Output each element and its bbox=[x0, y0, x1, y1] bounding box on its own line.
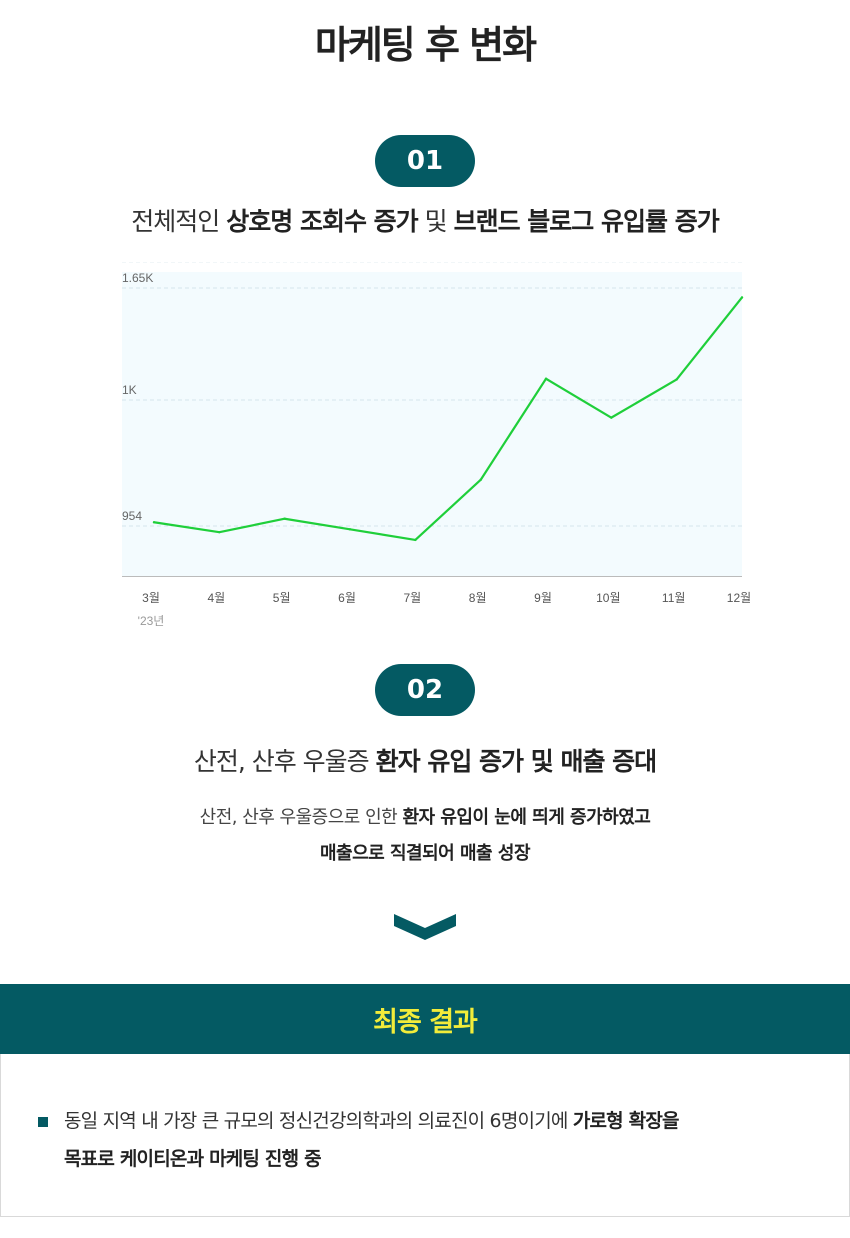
result-box bbox=[0, 1054, 850, 1217]
result-title: 최종 결과 bbox=[373, 1006, 478, 1038]
result-line-1: 동일 지역 내 가장 큰 규모의 정신건강의학과의 의료진이 6명이기에 가로형… bbox=[64, 1106, 680, 1133]
description-emphasis: 환자 유입이 눈에 띄게 증가하였고 bbox=[402, 807, 651, 828]
result-line-2: 목표로 케이티온과 마케팅 진행 중 bbox=[64, 1144, 322, 1171]
series-line bbox=[152, 296, 744, 542]
data-point bbox=[283, 517, 286, 520]
x-tick-label: 6월 bbox=[338, 591, 356, 605]
x-tick-label: 7월 bbox=[403, 591, 421, 605]
y-tick-label: 954 bbox=[122, 509, 142, 523]
data-point bbox=[414, 538, 417, 542]
data-point bbox=[218, 530, 221, 534]
section-badge-02: 02 bbox=[375, 664, 475, 716]
result-emphasis: 목표로 케이티온과 마케팅 진행 중 bbox=[64, 1148, 322, 1170]
y-tick-label: 1K bbox=[122, 383, 137, 397]
description-line-2: 매출으로 직결되어 매출 성장 bbox=[0, 836, 850, 872]
section1-headline: 전체적인 상호명 조회수 증가 및 브랜드 블로그 유입률 증가 bbox=[0, 202, 850, 238]
headline-emphasis: 상호명 조회수 증가 bbox=[226, 207, 418, 236]
data-point bbox=[152, 521, 156, 524]
x-tick-label: 4월 bbox=[207, 591, 225, 605]
data-point bbox=[675, 378, 678, 381]
x-tick-label: 10월 bbox=[596, 591, 620, 605]
data-point bbox=[544, 377, 548, 380]
data-point bbox=[348, 528, 352, 531]
x-tick-label: 11월 bbox=[662, 591, 686, 605]
section2-headline: 산전, 산후 우울증 환자 유입 증가 및 매출 증대 bbox=[0, 742, 850, 778]
x-year-label: '23년 bbox=[138, 614, 165, 628]
section2-description: 산전, 산후 우울증으로 인한 환자 유입이 눈에 띄게 증가하였고 매출으로 … bbox=[0, 800, 850, 872]
result-emphasis: 가로형 확장을 bbox=[572, 1110, 680, 1132]
data-point bbox=[610, 416, 613, 419]
x-tick-label: 9월 bbox=[534, 591, 552, 605]
chevron-down-icon bbox=[394, 914, 456, 940]
result-text: 동일 지역 내 가장 큰 규모의 정신건강의학과의 의료진이 6명이기에 bbox=[64, 1110, 573, 1132]
x-tick-label: 8월 bbox=[469, 591, 487, 605]
section-badge-01: 01 bbox=[375, 135, 475, 187]
data-point bbox=[479, 478, 482, 482]
line-chart: 954 1K 1.65K 3월 4월 5월 6월 7월 8월 9월 10월 11월 12월 '23년 bbox=[122, 262, 751, 628]
data-point bbox=[740, 296, 744, 299]
page-title: 마케팅 후 변화 bbox=[314, 23, 537, 67]
headline-text: 산전, 산후 우울증 bbox=[193, 747, 376, 776]
x-tick-label: 12월 bbox=[727, 591, 751, 605]
headline-emphasis: 브랜드 블로그 유입률 증가 bbox=[453, 207, 720, 236]
description-emphasis: 매출으로 직결되어 매출 성장 bbox=[319, 843, 531, 864]
y-tick-label: 1.65K bbox=[122, 271, 153, 285]
square-bullet-icon bbox=[38, 1117, 48, 1127]
headline-text: 및 bbox=[417, 207, 454, 236]
description-line-1: 산전, 산후 우울증으로 인한 환자 유입이 눈에 띄게 증가하였고 bbox=[0, 800, 850, 836]
x-tick-label: 5월 bbox=[273, 591, 291, 605]
description-text: 산전, 산후 우울증으로 인한 bbox=[199, 807, 403, 828]
headline-emphasis: 환자 유입 증가 및 매출 증대 bbox=[375, 747, 658, 776]
x-tick-label: 3월 bbox=[142, 591, 160, 605]
result-header: 최종 결과 bbox=[0, 984, 850, 1054]
headline-text: 전체적인 bbox=[131, 207, 227, 236]
